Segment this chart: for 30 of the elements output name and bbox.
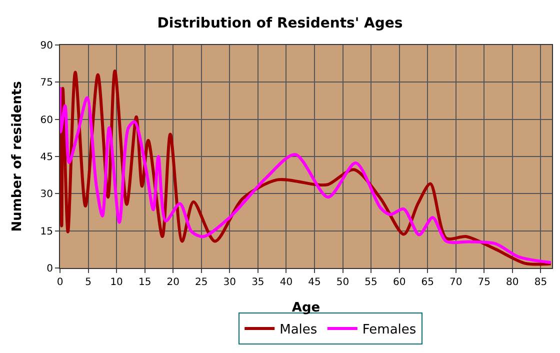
x-tick-label: 60: [392, 277, 406, 288]
legend-label: Males: [280, 322, 318, 338]
y-tick-label: 60: [40, 114, 53, 126]
x-tick-label: 10: [110, 277, 123, 288]
x-tick-label: 30: [223, 277, 236, 288]
x-tick-label: 75: [478, 277, 491, 288]
x-tick-label: 65: [421, 277, 434, 288]
x-axis-title: Age: [292, 300, 320, 316]
y-tick-label: 90: [40, 40, 53, 52]
x-tick-label: 40: [280, 277, 293, 288]
x-tick-label: 15: [138, 277, 152, 288]
x-tick-label: 70: [449, 277, 462, 288]
x-tick-label: 85: [534, 277, 548, 288]
y-tick-label: 30: [40, 189, 53, 200]
x-tick-label: 25: [195, 277, 208, 288]
x-tick-label: 45: [308, 277, 321, 288]
y-tick-label: 75: [40, 78, 53, 89]
chart-title: Distribution of Residents' Ages: [157, 15, 403, 32]
y-tick-label: 45: [40, 152, 53, 163]
y-axis-title: Number of residents: [10, 80, 26, 232]
y-tick-label: 0: [46, 264, 53, 274]
x-tick-label: 35: [252, 277, 264, 288]
x-tick-label: 50: [336, 277, 350, 288]
x-tick-label: 20: [166, 277, 180, 288]
y-tick-label: 15: [40, 226, 53, 238]
x-tick-label: 5: [85, 277, 92, 288]
x-tick-label: 80: [506, 277, 519, 288]
x-tick-label: 0: [56, 277, 64, 288]
x-tick-label: 55: [364, 277, 378, 288]
legend-label: Females: [362, 322, 416, 338]
